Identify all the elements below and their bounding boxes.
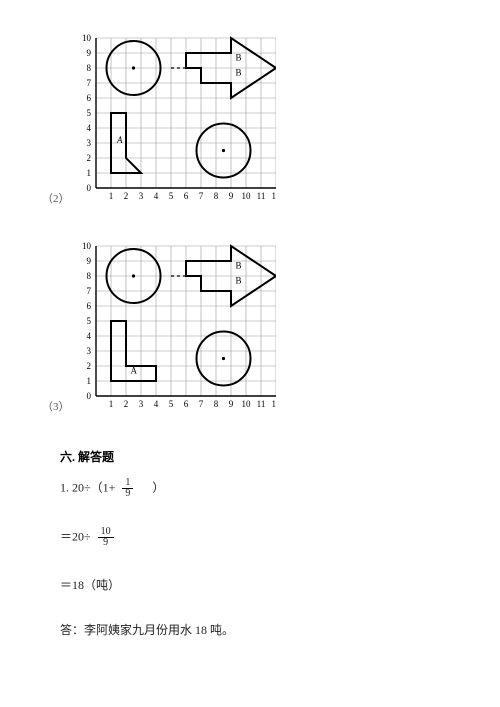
- svg-text:1: 1: [109, 399, 114, 409]
- svg-text:B: B: [236, 68, 242, 78]
- svg-text:9: 9: [87, 256, 92, 266]
- svg-text:10: 10: [82, 241, 92, 251]
- answer-text: 答：李阿姨家九月份用水 18 吨。: [60, 623, 234, 637]
- svg-text:3: 3: [139, 191, 144, 201]
- svg-text:0: 0: [87, 391, 92, 401]
- figure-3-label: （3）: [42, 398, 70, 414]
- svg-text:8: 8: [214, 399, 219, 409]
- fraction-den: 9: [98, 538, 114, 548]
- svg-text:1: 1: [87, 376, 92, 386]
- svg-text:6: 6: [87, 301, 92, 311]
- svg-text:1: 1: [109, 191, 114, 201]
- svg-text:2: 2: [87, 361, 92, 371]
- svg-text:7: 7: [199, 191, 204, 201]
- svg-text:7: 7: [87, 78, 92, 88]
- svg-text:9: 9: [229, 399, 234, 409]
- svg-text:8: 8: [87, 63, 92, 73]
- problem-1-line-3: ＝18（吨）: [60, 576, 234, 593]
- problem-1-answer: 答：李阿姨家九月份用水 18 吨。: [60, 621, 234, 638]
- svg-text:7: 7: [199, 399, 204, 409]
- svg-text:10: 10: [242, 399, 252, 409]
- section-heading-text: 六. 解答题: [60, 450, 114, 464]
- svg-text:A: A: [131, 366, 138, 376]
- svg-text:4: 4: [87, 331, 92, 341]
- figure-2: 012345678910123456789101112ABB: [70, 28, 276, 206]
- svg-text:2: 2: [124, 399, 129, 409]
- svg-text:3: 3: [87, 138, 92, 148]
- svg-text:5: 5: [87, 108, 92, 118]
- svg-text:9: 9: [229, 191, 234, 201]
- svg-text:4: 4: [87, 123, 92, 133]
- fraction-10-over-9: 10 9: [98, 527, 114, 548]
- figure-3: 012345678910123456789101112ABB: [70, 236, 276, 414]
- svg-text:5: 5: [87, 316, 92, 326]
- line1-suffix: ）: [140, 480, 164, 494]
- svg-text:4: 4: [154, 399, 159, 409]
- problem-1: 1. 20÷（1+ 1 9 ） ＝20÷ 10 9 ＝18（吨） 答：李阿姨家九…: [60, 478, 234, 666]
- svg-text:B: B: [236, 276, 242, 286]
- svg-text:3: 3: [139, 399, 144, 409]
- line2-prefix: ＝20÷: [60, 529, 91, 543]
- svg-text:8: 8: [87, 271, 92, 281]
- line3-text: ＝18（吨）: [60, 578, 120, 592]
- problem-1-line-2: ＝20÷ 10 9: [60, 527, 234, 548]
- section-heading: 六. 解答题: [60, 448, 114, 465]
- svg-text:12: 12: [272, 191, 277, 201]
- svg-text:12: 12: [272, 399, 277, 409]
- svg-text:A: A: [116, 135, 123, 145]
- svg-text:6: 6: [87, 93, 92, 103]
- svg-text:10: 10: [242, 191, 252, 201]
- fraction-den: 9: [122, 489, 133, 499]
- svg-text:2: 2: [124, 191, 129, 201]
- fraction-1-over-9: 1 9: [122, 478, 133, 499]
- svg-text:6: 6: [184, 399, 189, 409]
- svg-text:1: 1: [87, 168, 92, 178]
- svg-text:B: B: [236, 53, 242, 63]
- figure-2-label: （2）: [42, 190, 70, 206]
- svg-text:5: 5: [169, 399, 174, 409]
- svg-text:7: 7: [87, 286, 92, 296]
- svg-text:3: 3: [87, 346, 92, 356]
- svg-text:6: 6: [184, 191, 189, 201]
- svg-text:11: 11: [257, 399, 266, 409]
- svg-text:0: 0: [87, 183, 92, 193]
- svg-text:9: 9: [87, 48, 92, 58]
- svg-text:B: B: [236, 261, 242, 271]
- svg-text:4: 4: [154, 191, 159, 201]
- line1-prefix: 1. 20÷（1+: [60, 480, 115, 494]
- svg-text:10: 10: [82, 33, 92, 43]
- svg-text:2: 2: [87, 153, 92, 163]
- problem-1-line-1: 1. 20÷（1+ 1 9 ）: [60, 478, 234, 499]
- svg-text:5: 5: [169, 191, 174, 201]
- svg-text:11: 11: [257, 191, 266, 201]
- svg-text:8: 8: [214, 191, 219, 201]
